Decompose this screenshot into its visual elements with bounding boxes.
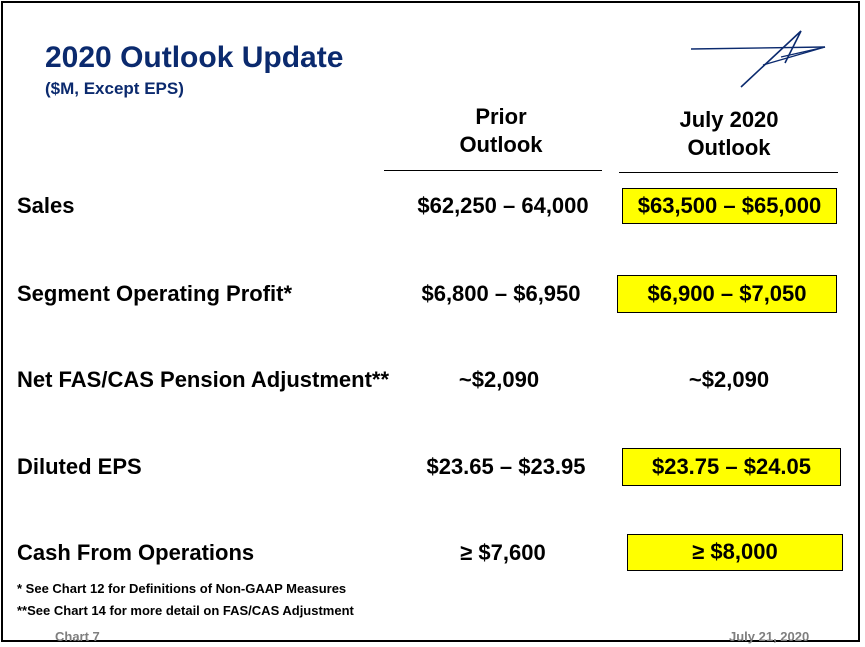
slide-title: 2020 Outlook Update bbox=[45, 41, 344, 74]
star-logo-icon bbox=[690, 30, 826, 88]
row-label-sales: Sales bbox=[17, 193, 75, 218]
july-header-line-1: July 2020 bbox=[679, 107, 779, 132]
prior-value-diluted-eps: $23.65 – $23.95 bbox=[426, 454, 586, 479]
july-value-sales: $63,500 – $65,000 bbox=[622, 188, 837, 224]
slide-subtitle: ($M, Except EPS) bbox=[45, 79, 184, 98]
prior-outlook-header: Prior Outlook bbox=[403, 103, 599, 159]
row-label-segment-operating-profit: Segment Operating Profit* bbox=[17, 281, 293, 306]
prior-header-line-1: Prior bbox=[475, 104, 527, 129]
slide-date: July 21, 2020 bbox=[729, 629, 810, 644]
july-value-cash-from-operations: ≥ $8,000 bbox=[627, 534, 843, 571]
july-outlook-header: July 2020 Outlook bbox=[619, 106, 839, 162]
row-label-diluted-eps: Diluted EPS bbox=[17, 454, 142, 479]
footnote-fas-cas: **See Chart 14 for more detail on FAS/CA… bbox=[17, 603, 354, 618]
row-label-net-fas-cas-pension-adjustment: Net FAS/CAS Pension Adjustment** bbox=[17, 367, 390, 392]
july-value-segment-operating-profit: $6,900 – $7,050 bbox=[617, 275, 837, 313]
july-value-net-fas-cas-pension-adjustment: ~$2,090 bbox=[688, 367, 770, 392]
prior-value-cash-from-operations: ≥ $7,600 bbox=[460, 540, 546, 565]
chart-number: Chart 7 bbox=[55, 629, 100, 644]
footnote-non-gaap: * See Chart 12 for Definitions of Non-GA… bbox=[17, 581, 347, 596]
july-value-diluted-eps: $23.75 – $24.05 bbox=[622, 448, 841, 486]
prior-header-rule bbox=[384, 170, 602, 171]
prior-value-net-fas-cas-pension-adjustment: ~$2,090 bbox=[458, 367, 540, 392]
july-header-line-2: Outlook bbox=[687, 135, 771, 160]
july-header-rule bbox=[619, 172, 838, 173]
row-label-cash-from-operations: Cash From Operations bbox=[17, 540, 255, 565]
prior-value-segment-operating-profit: $6,800 – $6,950 bbox=[421, 281, 581, 306]
prior-header-line-2: Outlook bbox=[459, 132, 543, 157]
prior-value-sales: $62,250 – 64,000 bbox=[417, 193, 589, 218]
